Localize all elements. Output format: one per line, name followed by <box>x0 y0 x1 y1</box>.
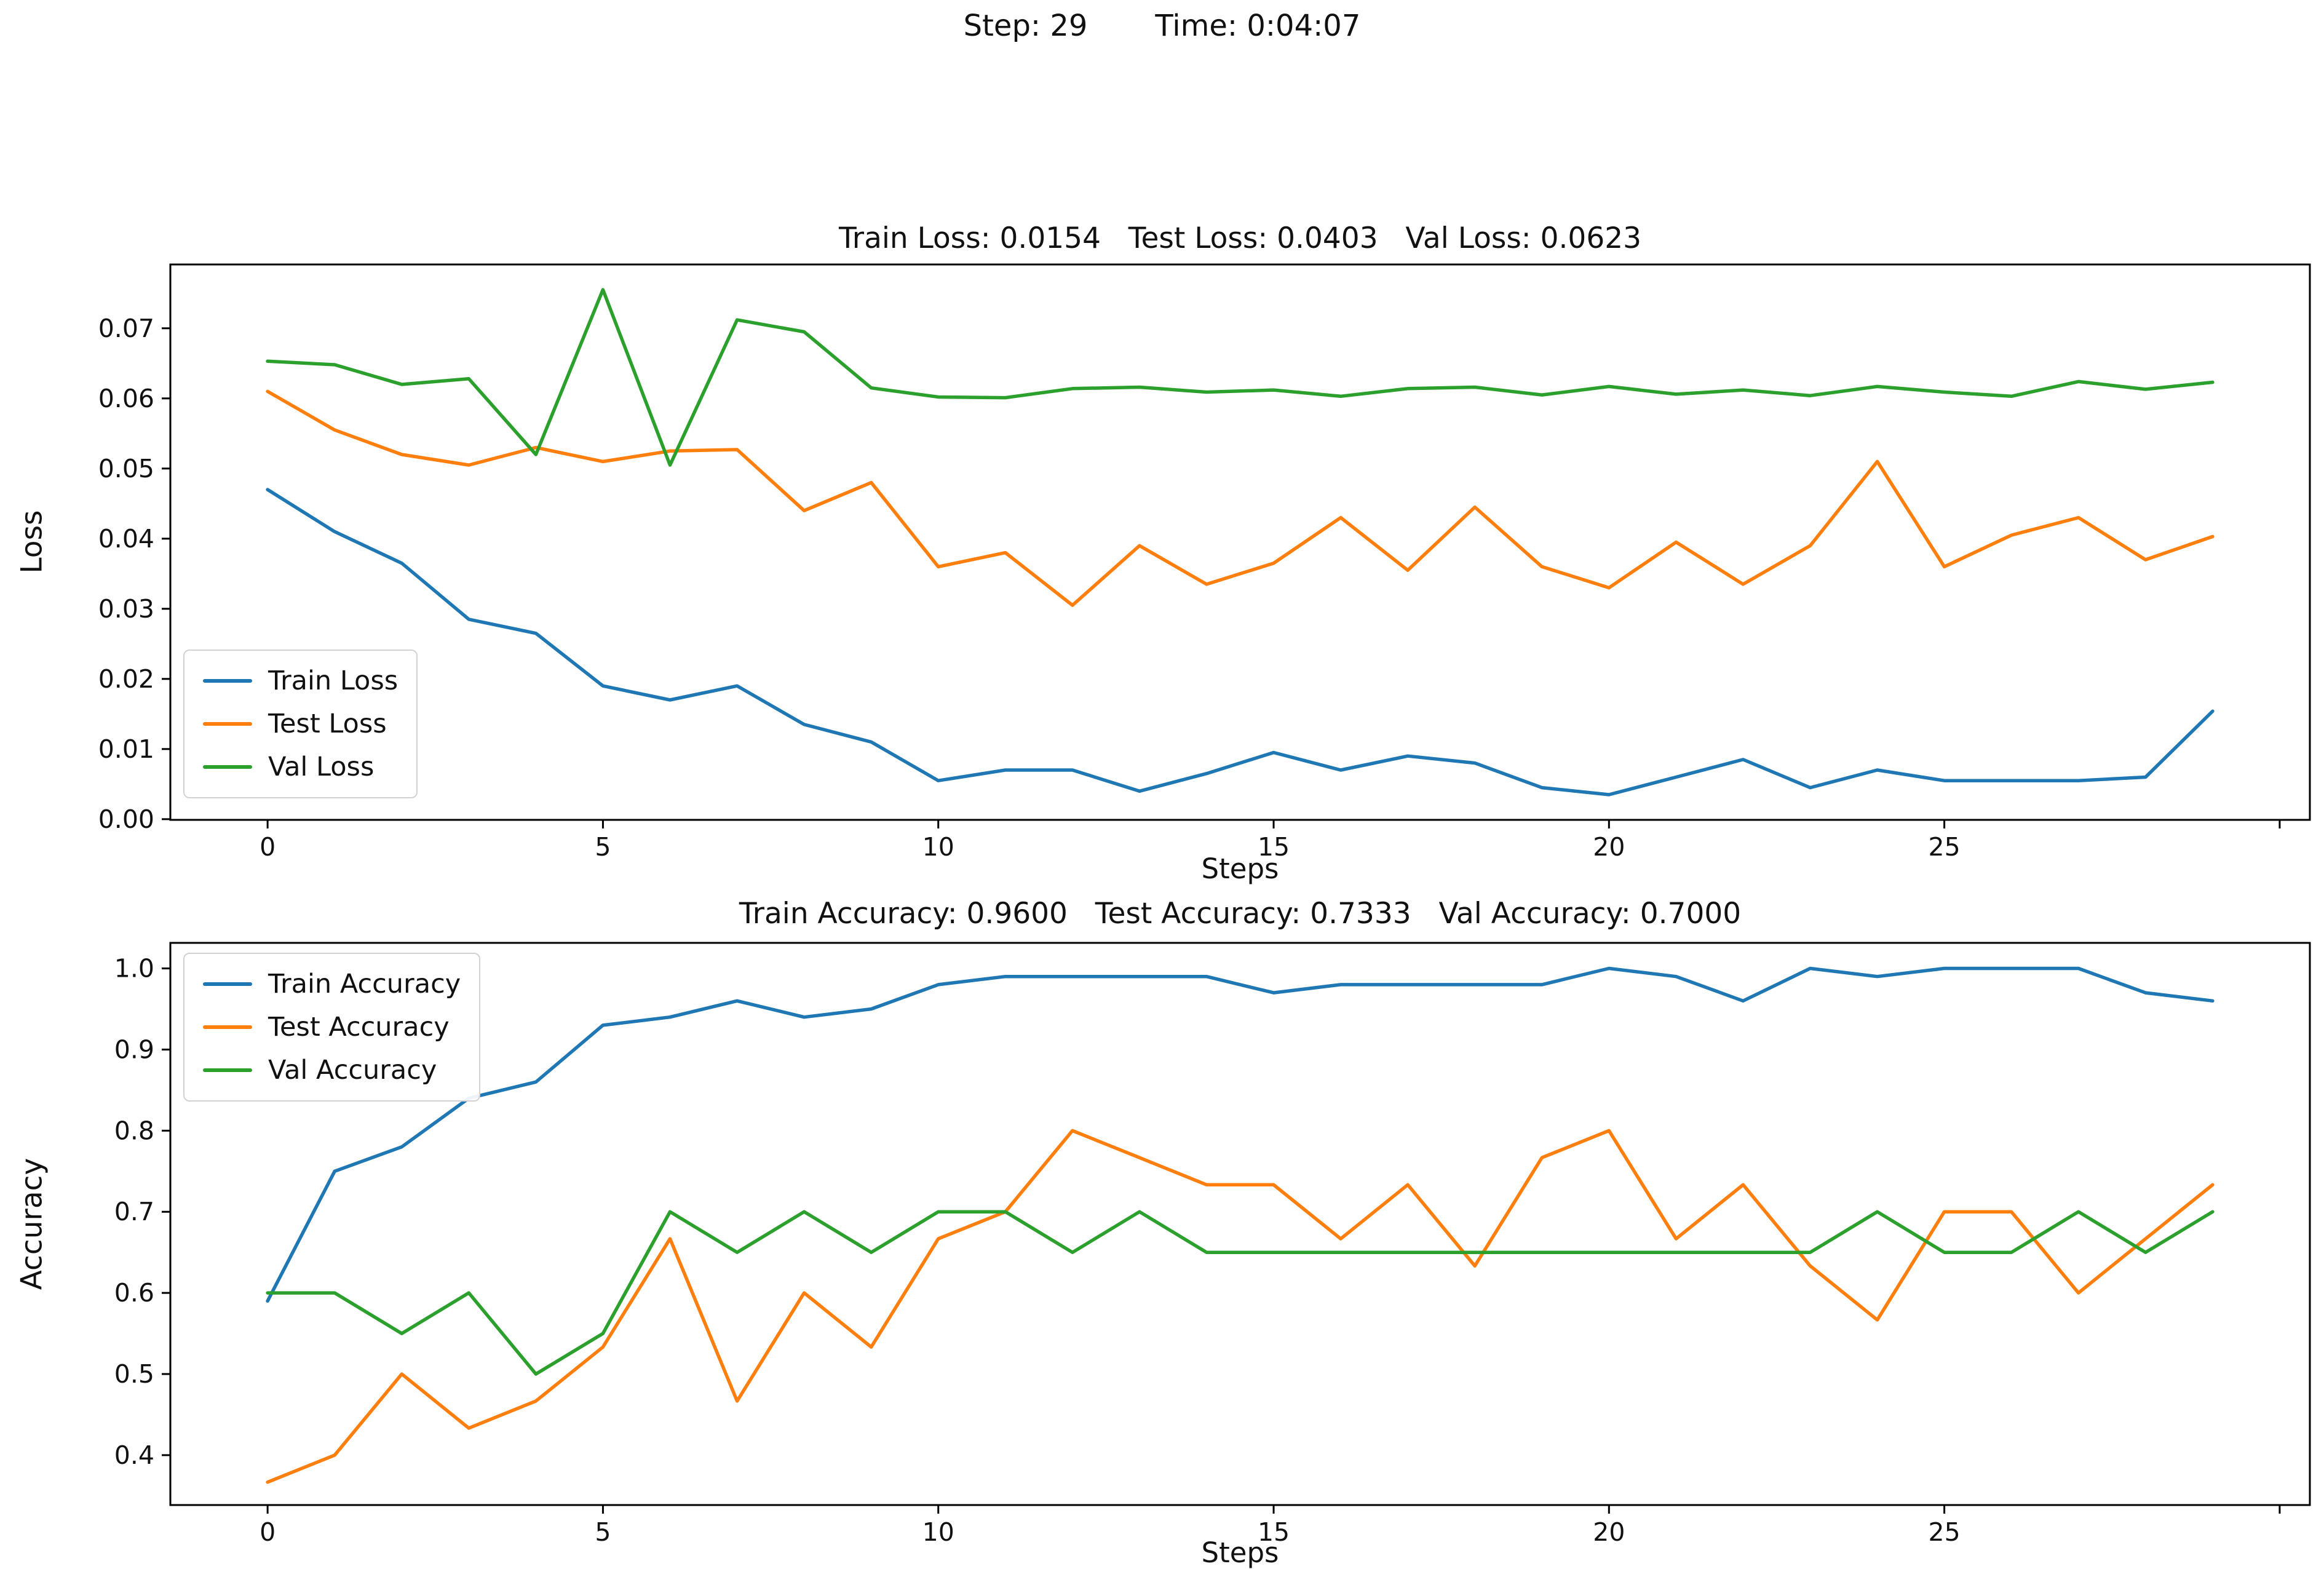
legend-item: Test Accuracy <box>194 1006 469 1049</box>
loss-legend: Train Loss Test Loss Val Loss <box>183 649 418 798</box>
legend-item: Test Loss <box>194 702 407 745</box>
accuracy-legend: Train Accuracy Test Accuracy Val Accuracy <box>183 953 481 1102</box>
y-tick-label: 0.07 <box>98 314 154 343</box>
y-tick-label: 0.5 <box>114 1359 154 1389</box>
y-tick-label: 0.05 <box>98 454 154 483</box>
legend-label: Train Loss <box>268 665 399 696</box>
status-header: Step: 29 Time: 0:04:07 <box>0 9 2324 43</box>
x-tick-label: 20 <box>1593 832 1625 862</box>
x-tick-label: 0 <box>260 1517 276 1547</box>
test-loss-line <box>266 389 2215 607</box>
legend-label: Val Loss <box>268 752 375 782</box>
y-tick-label: 0.00 <box>98 804 154 834</box>
train-accuracy-line <box>266 966 2215 1303</box>
loss-chart-title: Train Loss: 0.0154 Test Loss: 0.0403 Val… <box>838 221 1642 255</box>
legend-item: Val Loss <box>194 745 407 788</box>
y-tick-label: 0.03 <box>98 594 154 624</box>
y-tick-label: 0.04 <box>98 524 154 554</box>
legend-line-swatch <box>203 722 252 726</box>
x-tick-label: 5 <box>595 832 611 862</box>
legend-label: Train Accuracy <box>268 969 461 999</box>
test-accuracy-line <box>266 1129 2215 1484</box>
legend-line-swatch <box>203 982 252 986</box>
legend-item: Val Accuracy <box>194 1049 469 1092</box>
legend-label: Val Accuracy <box>268 1055 437 1086</box>
x-tick-label: 20 <box>1593 1517 1625 1547</box>
legend-label: Test Accuracy <box>268 1012 450 1043</box>
val-loss-line <box>266 288 2215 467</box>
x-tick-label: 10 <box>922 1517 954 1547</box>
elapsed-time: Time: 0:04:07 <box>1155 9 1361 43</box>
legend-label: Test Loss <box>268 709 387 739</box>
y-tick-label: 0.6 <box>114 1278 154 1308</box>
y-tick-label: 1.0 <box>114 954 154 983</box>
y-tick-label: 0.7 <box>114 1197 154 1226</box>
x-tick-label: 15 <box>1258 1517 1290 1547</box>
legend-line-swatch <box>203 765 252 769</box>
y-tick-label: 0.06 <box>98 384 154 413</box>
x-tick-label: 10 <box>922 832 954 862</box>
accuracy-plot: 0 5 10 15 20 25 0.4 0.5 0.6 0.7 0.8 0.9 1.0 <box>114 942 2311 1547</box>
legend-line-swatch <box>203 679 252 683</box>
x-tick-label: 25 <box>1929 832 1961 862</box>
y-tick-label: 0.4 <box>114 1440 154 1470</box>
y-tick-label: 0.8 <box>114 1116 154 1145</box>
step-counter: Step: 29 <box>963 9 1088 43</box>
x-tick-label: 0 <box>260 832 276 862</box>
accuracy-x-axis-label: Steps <box>1201 1536 1279 1569</box>
y-tick-label: 0.01 <box>98 734 154 764</box>
loss-plot: 0 5 10 15 20 25 0.00 0.01 0.02 0.03 0.04 0.05 0.06 0.… <box>98 263 2311 862</box>
loss-x-axis-label: Steps <box>1201 852 1279 885</box>
val-accuracy-line <box>266 1210 2215 1376</box>
x-tick-label: 15 <box>1258 832 1290 862</box>
train-loss-line <box>266 488 2215 796</box>
accuracy-chart-title: Train Accuracy: 0.9600 Test Accuracy: 0.… <box>739 897 1742 931</box>
y-tick-label: 0.02 <box>98 664 154 694</box>
legend-item: Train Loss <box>194 659 407 702</box>
plot-frame <box>169 263 2311 821</box>
y-tick-label: 0.9 <box>114 1035 154 1064</box>
x-tick-label: 25 <box>1929 1517 1961 1547</box>
plot-frame <box>169 942 2311 1506</box>
legend-line-swatch <box>203 1025 252 1029</box>
legend-item: Train Accuracy <box>194 963 469 1006</box>
x-tick-label: 5 <box>595 1517 611 1547</box>
legend-line-swatch <box>203 1068 252 1072</box>
